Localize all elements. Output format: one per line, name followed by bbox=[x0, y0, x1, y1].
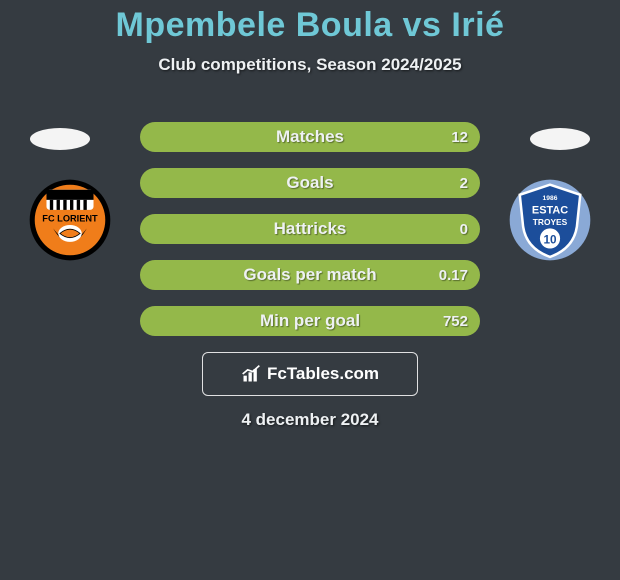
stat-row: Goals 2 bbox=[140, 168, 480, 198]
stat-row: Hattricks 0 bbox=[140, 214, 480, 244]
stat-label: Goals bbox=[286, 173, 333, 193]
comparison-infographic: Mpembele Boula vs Irié Club competitions… bbox=[0, 0, 620, 580]
svg-text:TROYES: TROYES bbox=[533, 217, 568, 227]
flag-left bbox=[30, 128, 90, 150]
brand-text: FcTables.com bbox=[267, 364, 379, 384]
stat-label: Goals per match bbox=[243, 265, 376, 285]
svg-text:1986: 1986 bbox=[543, 195, 558, 202]
club-badge-left: FC LORIENT bbox=[20, 178, 120, 262]
svg-text:ESTAC: ESTAC bbox=[532, 204, 568, 216]
bar-chart-icon bbox=[241, 364, 261, 384]
page-subtitle: Club competitions, Season 2024/2025 bbox=[0, 55, 620, 75]
club-badge-right: 1986 ESTAC TROYES 10 bbox=[500, 178, 600, 262]
stat-value-right: 0.17 bbox=[439, 267, 468, 284]
stat-row: Matches 12 bbox=[140, 122, 480, 152]
stat-value-right: 12 bbox=[451, 129, 468, 146]
stat-label: Hattricks bbox=[274, 219, 347, 239]
stat-row: Min per goal 752 bbox=[140, 306, 480, 336]
date-text: 4 december 2024 bbox=[0, 410, 620, 430]
troyes-badge-icon: 1986 ESTAC TROYES 10 bbox=[500, 178, 600, 262]
stat-label: Min per goal bbox=[260, 311, 360, 331]
stat-value-right: 752 bbox=[443, 313, 468, 330]
brand-box: FcTables.com bbox=[202, 352, 418, 396]
stat-label: Matches bbox=[276, 127, 344, 147]
lorient-badge-icon: FC LORIENT bbox=[20, 178, 120, 262]
stat-value-right: 2 bbox=[460, 175, 468, 192]
stat-value-right: 0 bbox=[460, 221, 468, 238]
svg-text:FC LORIENT: FC LORIENT bbox=[42, 214, 98, 224]
svg-text:10: 10 bbox=[543, 234, 557, 247]
stat-row: Goals per match 0.17 bbox=[140, 260, 480, 290]
page-title: Mpembele Boula vs Irié bbox=[0, 0, 620, 45]
flag-right bbox=[530, 128, 590, 150]
stats-container: Matches 12 Goals 2 Hattricks 0 Goals per match… bbox=[140, 122, 480, 352]
